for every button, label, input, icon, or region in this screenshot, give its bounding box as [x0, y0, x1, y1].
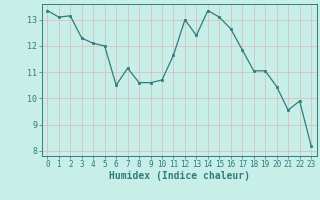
X-axis label: Humidex (Indice chaleur): Humidex (Indice chaleur) [109, 171, 250, 181]
